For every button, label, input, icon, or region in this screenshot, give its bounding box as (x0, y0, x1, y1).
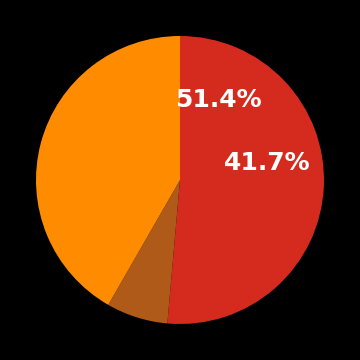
Wedge shape (108, 180, 180, 323)
Text: 41.7%: 41.7% (224, 151, 311, 175)
Text: 51.4%: 51.4% (175, 87, 262, 112)
Wedge shape (36, 36, 180, 305)
Wedge shape (167, 36, 324, 324)
